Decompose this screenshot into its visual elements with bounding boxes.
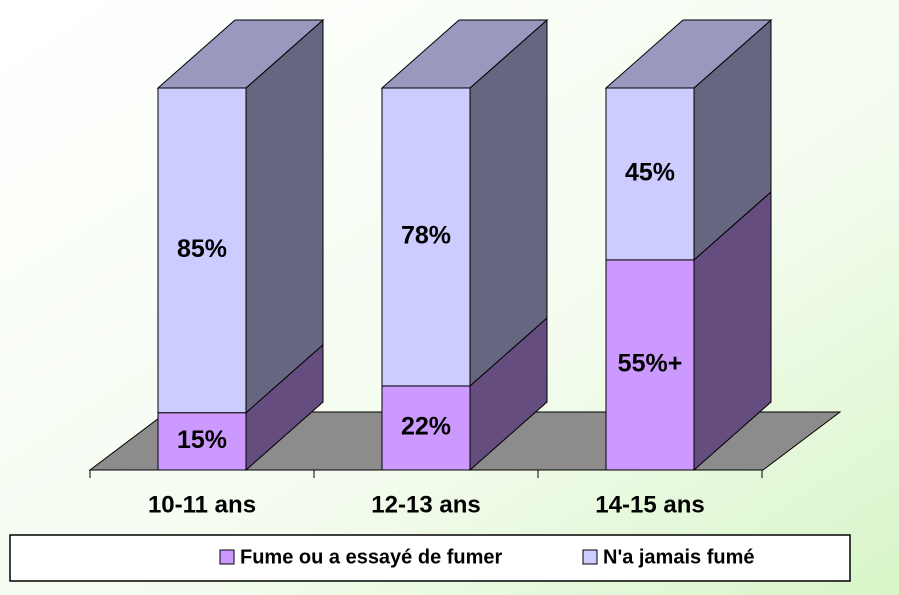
bar	[605, 87, 695, 261]
bar	[381, 87, 471, 387]
value-label: 78%	[401, 222, 451, 250]
bar-side	[245, 18, 324, 414]
bar	[157, 412, 247, 471]
legend-label: N'a jamais fumé	[603, 546, 754, 568]
bar	[605, 259, 695, 471]
bar-top	[380, 19, 549, 89]
legend-label: Fume ou a essayé de fumer	[240, 546, 503, 568]
x-tick-label: 10-11 ans	[148, 491, 256, 518]
value-label: 55%+	[618, 350, 683, 378]
legend-swatch	[219, 549, 235, 565]
x-tick-label: 12-13 ans	[371, 491, 480, 518]
value-label: 15%	[177, 426, 227, 454]
legend-box	[9, 534, 851, 582]
bar	[381, 385, 471, 471]
value-label: 85%	[177, 235, 227, 263]
legend-swatch	[582, 549, 598, 565]
x-tick-label: 14-15 ans	[595, 491, 704, 518]
bar-top	[156, 19, 325, 89]
value-label: 22%	[401, 413, 451, 441]
bar	[157, 87, 247, 414]
bar-top	[604, 19, 773, 89]
value-label: 45%	[625, 159, 675, 187]
